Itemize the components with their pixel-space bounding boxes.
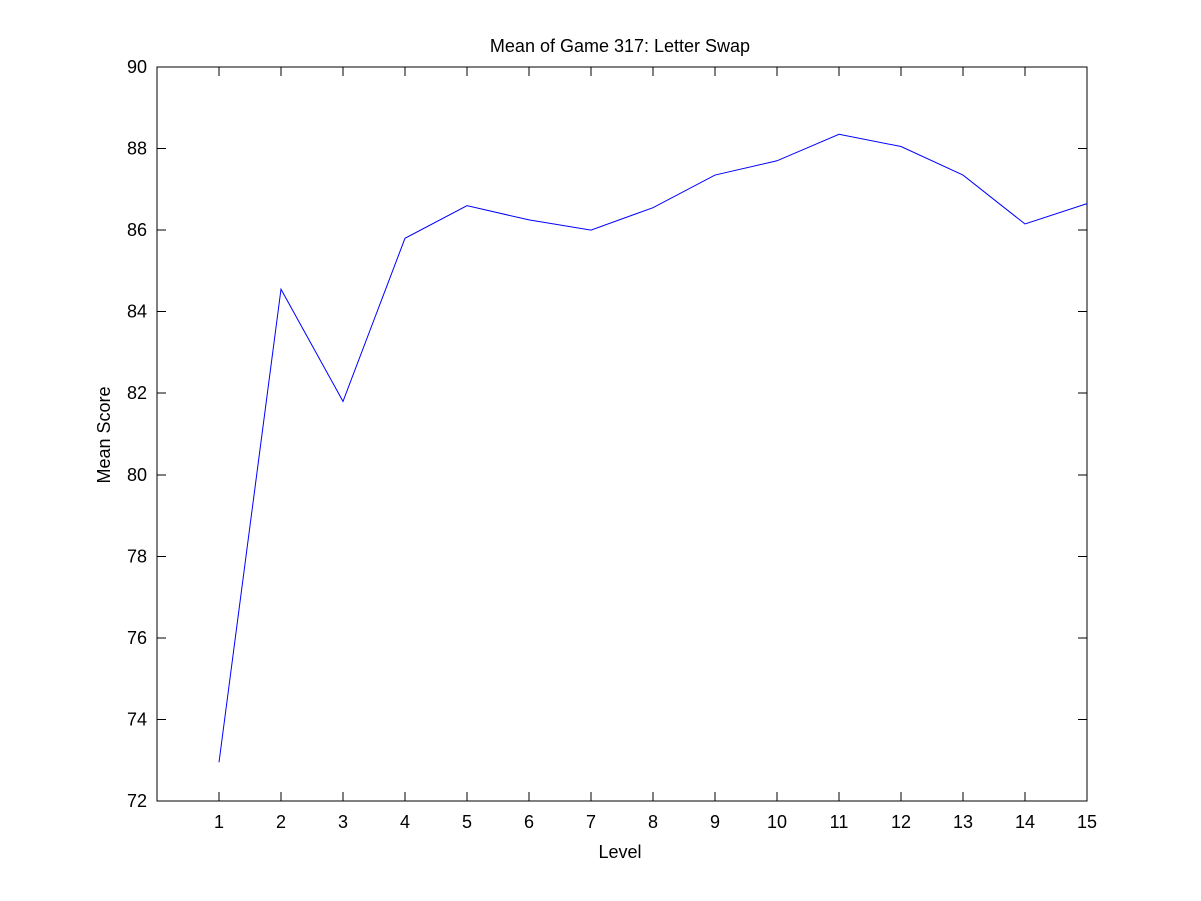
y-tick-label: 78 xyxy=(127,546,147,566)
plot-area: 1 2 3 4 5 6 7 8 9 10 11 12 13 14 157274767880828486889… xyxy=(127,57,1097,832)
y-axis-label: Mean Score xyxy=(94,386,114,483)
y-tick-label: 72 xyxy=(127,791,147,811)
x-axis-label: Level xyxy=(598,842,641,862)
x-tick-label: 7 xyxy=(586,812,596,832)
x-tick-label: 13 xyxy=(953,812,973,832)
y-tick-label: 88 xyxy=(127,139,147,159)
x-tick-label: 5 xyxy=(462,812,472,832)
y-tick-label: 74 xyxy=(127,709,147,729)
y-tick-label: 82 xyxy=(127,383,147,403)
x-tick-label: 1 xyxy=(214,812,224,832)
series-line xyxy=(218,133,1088,763)
x-tick-label: 8 xyxy=(648,812,658,832)
x-tick-label: 9 xyxy=(710,812,720,832)
x-tick-label: 10 xyxy=(767,812,787,832)
x-tick-label: 14 xyxy=(1015,812,1035,832)
y-tick-label: 86 xyxy=(127,220,147,240)
x-tick-label: 15 xyxy=(1077,812,1097,832)
x-tick-label: 4 xyxy=(400,812,410,832)
y-tick-label: 84 xyxy=(127,302,147,322)
x-tick-label: 3 xyxy=(338,812,348,832)
x-tick-label: 12 xyxy=(891,812,911,832)
chart-title: Mean of Game 317: Letter Swap xyxy=(490,36,750,56)
y-tick-label: 90 xyxy=(127,57,147,77)
x-tick-label: 11 xyxy=(830,812,849,832)
plot-frame xyxy=(156,66,1088,802)
x-tick-label: 6 xyxy=(524,812,534,832)
y-tick-label: 76 xyxy=(127,628,147,648)
x-tick-label: 2 xyxy=(276,812,286,832)
y-tick-label: 80 xyxy=(127,465,147,485)
